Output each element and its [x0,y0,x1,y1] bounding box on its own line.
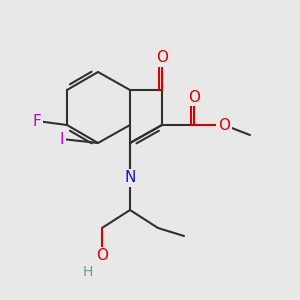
Text: O: O [156,50,168,65]
Text: I: I [60,131,64,146]
Text: F: F [33,113,41,128]
Text: O: O [96,248,108,263]
Text: H: H [83,265,93,279]
Text: O: O [188,89,200,104]
Text: O: O [218,118,230,133]
Text: N: N [124,170,136,185]
